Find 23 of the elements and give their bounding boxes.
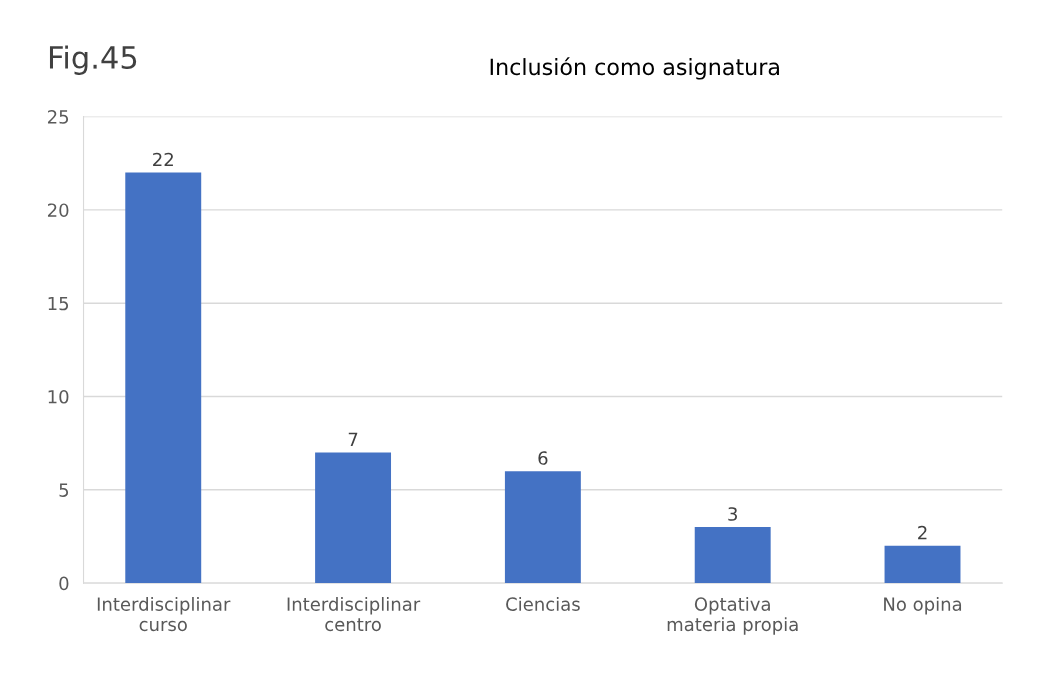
y-tick-label: 5 (59, 483, 69, 497)
x-tick-label: Optativa materia propia (667, 596, 798, 635)
data-label: 6 (538, 451, 548, 465)
bar (315, 452, 392, 584)
y-tick-label: 10 (48, 389, 69, 404)
y-tick-label: 0 (59, 576, 69, 591)
x-tick-label: Interdisciplinar centro (287, 596, 421, 632)
data-label: 2 (918, 525, 927, 540)
bar (694, 527, 771, 584)
caption: Fig.45 (49, 45, 137, 75)
y-tick-label: 15 (48, 296, 69, 311)
x-tick-label: Interdisciplinar curso (97, 596, 231, 632)
data-label: 3 (728, 507, 737, 521)
bar (504, 471, 581, 584)
data-label: 22 (153, 152, 173, 167)
x-tick-label: Ciencias (506, 596, 580, 611)
chart-title: Inclusión como asignatura (490, 57, 779, 80)
data-label: 7 (348, 432, 358, 446)
y-tick-label: 20 (47, 203, 69, 218)
x-tick-label: No opina (884, 596, 962, 615)
bar (884, 545, 961, 584)
y-tick-label: 25 (47, 110, 69, 124)
bar (125, 172, 202, 584)
